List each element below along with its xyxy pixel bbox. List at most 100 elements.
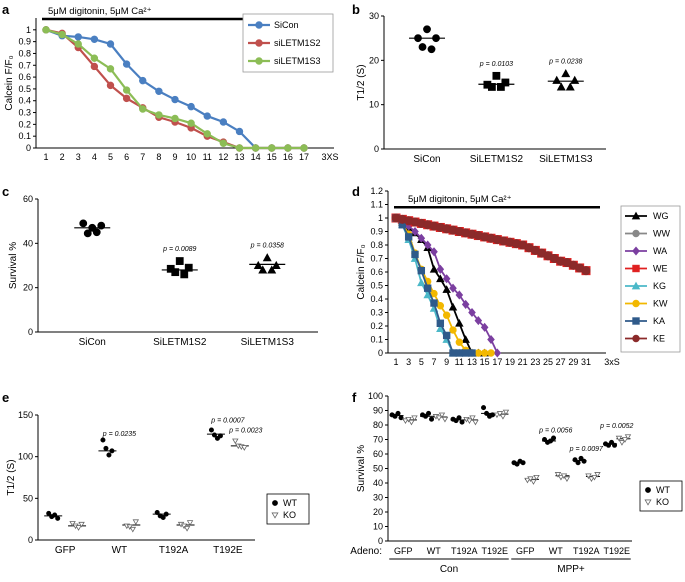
- a-x-tick-label: 12: [218, 152, 228, 162]
- d-x-tick-label: 7: [431, 357, 436, 367]
- d-point-WG: [442, 285, 451, 293]
- e-x-tick-label: T192E: [213, 545, 243, 556]
- d-point-KA: [449, 349, 457, 357]
- f-x-tick-label: GFP: [516, 546, 535, 556]
- a-point-siLETM1S3: [219, 139, 228, 147]
- d-point-KW: [487, 349, 495, 357]
- c-point-SiLETM1S2: [171, 268, 180, 277]
- d-legend-label-KW: KW: [653, 299, 668, 309]
- d-point-WA: [411, 226, 419, 237]
- e-x-tick-label: T192A: [159, 545, 189, 556]
- a-point-siLETM1S2: [106, 81, 115, 90]
- d-legend-label-WW: WW: [653, 229, 670, 239]
- d-y-tick-label: 0.7: [370, 254, 383, 264]
- d-y-tick-label: 1: [378, 213, 383, 223]
- f-y-tick-label: 90: [373, 406, 383, 416]
- f-wt-point-T192A: [456, 415, 462, 421]
- f-wt-point-T192E: [481, 405, 487, 411]
- a-point-siLETM1S2: [122, 94, 131, 103]
- e-ko-point-T192A: [183, 526, 191, 532]
- f-wt-point-GFP: [520, 460, 526, 466]
- d-legend-label-KG: KG: [653, 281, 666, 291]
- a-legend-marker-SiCon: [255, 21, 263, 29]
- d-point-WA: [461, 299, 470, 309]
- e-ko-point-T192E: [241, 445, 248, 451]
- e-y-label: T1/2 (S): [6, 459, 17, 495]
- b-x-tick-label: SiLETM1S3: [539, 154, 593, 165]
- a-x-tick-label: 3: [76, 152, 81, 162]
- c-y-tick-label: 40: [23, 238, 33, 248]
- c-point-SiLETM1S2: [175, 257, 184, 265]
- d-x-tick-label: 25: [543, 357, 553, 367]
- b-x-tick-label: SiCon: [413, 154, 440, 165]
- d-point-WA: [474, 316, 483, 326]
- c-point-SiCon: [92, 228, 101, 237]
- e-ko-point-GFP: [75, 525, 82, 531]
- a-point-siLETM1S3: [268, 144, 276, 152]
- chart-a: 0 0.1 0.20.3 0.4 0.5 0.6 0.7 0.80.9 1 Calcein F/F…: [4, 6, 339, 162]
- d-legend-marker-KA: [632, 317, 640, 325]
- f-ko-point-GFP: [530, 479, 537, 485]
- e-wt-point-T192A: [154, 509, 160, 515]
- a-point-siLETM1S3: [58, 30, 66, 39]
- f-wt-point-WT: [426, 410, 432, 416]
- e-legend-marker-KO: [271, 512, 279, 519]
- d-point-KW: [480, 349, 489, 357]
- d-legend-label-KA: KA: [653, 316, 665, 326]
- d-point-WA: [455, 290, 464, 300]
- c-pvalue: p = 0.0358: [250, 243, 284, 250]
- d-point-KA: [417, 266, 426, 275]
- e-wt-point-T192E: [208, 427, 214, 433]
- f-x-label: Adeno:: [350, 546, 382, 557]
- f-wt-point-GFP: [392, 413, 398, 419]
- a-point-siLETM1S3: [284, 144, 292, 152]
- panel-label-c: c: [2, 184, 9, 199]
- c-point-SiCon: [79, 219, 88, 228]
- d-x-tick-label: 9: [444, 357, 449, 367]
- a-x-tick-label: 15: [267, 152, 277, 162]
- d-y-tick-label: 0.1: [370, 335, 383, 345]
- e-ko-point-T192E: [232, 438, 239, 445]
- f-y-tick-label: 10: [373, 522, 383, 532]
- d-y-tick-label: 1.2: [370, 186, 383, 196]
- d-point-KA: [430, 299, 438, 307]
- f-x-tick-label: T192E: [481, 546, 508, 556]
- d-x-tick-label: 31: [581, 357, 591, 367]
- d-point-WG: [429, 264, 439, 273]
- e-wt-point-T192E: [217, 433, 223, 439]
- f-wt-point-GFP: [398, 415, 404, 421]
- c-pvalue: p = 0.0089: [162, 246, 196, 253]
- f-condition-label-1: MPP+: [557, 564, 585, 575]
- d-legend-marker-WW: [632, 229, 640, 238]
- e-wt-point-WT: [103, 445, 109, 451]
- f-ko-point-GFP: [533, 474, 540, 481]
- d-legend-label-WE: WE: [653, 264, 668, 274]
- a-x-tick-label: 16: [283, 152, 293, 162]
- f-wt-point-T192A: [578, 455, 584, 461]
- a-y-tick-label: 0.4: [18, 96, 31, 106]
- e-ko-point-WT: [132, 519, 140, 525]
- e-wt-point-WT: [106, 452, 112, 458]
- d-legend-marker-WA: [632, 246, 640, 256]
- f-wt-point-T192E: [609, 439, 615, 445]
- b-point-SiLETM1S2: [496, 83, 505, 91]
- chart-d: 0 0.1 0.2 0.3 0.4 0.5 0.6 0.7 0.8 0.9 1 1.1 1.2 Calce…: [356, 186, 681, 367]
- a-y-tick-label: 1: [26, 25, 31, 35]
- d-legend-label-WA: WA: [653, 246, 667, 256]
- f-ko-point-WT: [560, 473, 568, 480]
- a-x-tick-label: 13: [234, 152, 244, 162]
- f-y-tick-label: 50: [373, 464, 383, 474]
- b-pvalue: p = 0.0103: [479, 61, 513, 68]
- a-annotation: 5μM digitonin, 5μM Ca²⁺: [48, 6, 152, 17]
- d-x-tick-label: 3: [406, 357, 411, 367]
- b-point-SiCon: [427, 45, 436, 54]
- d-point-KA: [455, 349, 464, 357]
- c-x-tick-label: SiLETM1S3: [241, 337, 295, 348]
- f-legend-label-KO: KO: [656, 497, 669, 507]
- a-point-SiCon: [171, 95, 179, 104]
- a-x-tick-label: 7: [140, 152, 145, 162]
- a-x-tick-label: 5: [108, 152, 113, 162]
- a-x-tick-label: 14: [251, 152, 261, 162]
- a-point-siLETM1S3: [187, 119, 195, 127]
- b-point-SiLETM1S3: [552, 75, 562, 84]
